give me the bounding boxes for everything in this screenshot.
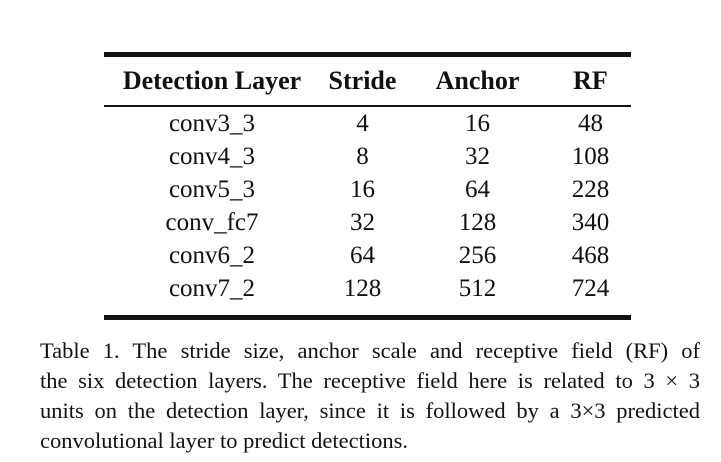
top-rule bbox=[104, 52, 631, 57]
table-row: conv3_3 4 16 48 bbox=[104, 107, 631, 140]
stride-cell: 64 bbox=[350, 242, 375, 269]
anchor-cell: 64 bbox=[465, 176, 490, 203]
stride-cell: 32 bbox=[350, 209, 375, 236]
table-row: conv4_3 8 32 108 bbox=[104, 140, 631, 173]
table-row: conv6_2 64 256 468 bbox=[104, 239, 631, 272]
header-detection-layer: Detection Layer bbox=[122, 66, 302, 95]
layer-cell: conv7_2 bbox=[168, 275, 256, 302]
anchor-cell: 128 bbox=[458, 209, 497, 236]
layer-cell: conv4_3 bbox=[168, 143, 256, 170]
stride-cell: 4 bbox=[356, 110, 369, 137]
layer-cell: conv_fc7 bbox=[165, 209, 259, 236]
anchor-cell: 16 bbox=[465, 110, 490, 137]
detection-layer-table: Detection Layer Stride Anchor RF conv3_3… bbox=[104, 57, 631, 305]
rf-cell: 724 bbox=[571, 275, 610, 302]
header-rf: RF bbox=[573, 66, 608, 95]
rf-cell: 468 bbox=[571, 242, 610, 269]
table-caption: Table 1. The stride size, anchor scale a… bbox=[40, 336, 700, 456]
caption-line: Table 1. The stride size, anchor scale a… bbox=[40, 338, 700, 363]
caption-line: the six detection layers. The receptive … bbox=[40, 368, 700, 393]
bottom-rule bbox=[104, 315, 631, 320]
table-row: conv7_2 128 512 724 bbox=[104, 272, 631, 305]
layer-cell: conv5_3 bbox=[168, 176, 256, 203]
caption-line: units on the detection layer, since it i… bbox=[40, 398, 700, 423]
anchor-cell: 256 bbox=[458, 242, 497, 269]
rf-cell: 108 bbox=[571, 143, 610, 170]
layer-cell: conv6_2 bbox=[168, 242, 256, 269]
rf-cell: 48 bbox=[578, 110, 603, 137]
header-row: Detection Layer Stride Anchor RF bbox=[104, 57, 631, 105]
rf-cell: 228 bbox=[571, 176, 610, 203]
header-stride: Stride bbox=[328, 66, 397, 95]
results-table: Detection Layer Stride Anchor RF conv3_3… bbox=[104, 52, 631, 320]
table-row: conv_fc7 32 128 340 bbox=[104, 206, 631, 239]
layer-cell: conv3_3 bbox=[168, 110, 256, 137]
header-anchor: Anchor bbox=[435, 66, 520, 95]
rf-cell: 340 bbox=[571, 209, 610, 236]
anchor-cell: 512 bbox=[458, 275, 497, 302]
table-row: conv5_3 16 64 228 bbox=[104, 173, 631, 206]
caption-line: convolutional layer to predict detection… bbox=[40, 428, 409, 453]
anchor-cell: 32 bbox=[465, 143, 490, 170]
stride-cell: 8 bbox=[356, 143, 369, 170]
header-rule bbox=[104, 105, 631, 107]
stride-cell: 128 bbox=[343, 275, 382, 302]
stride-cell: 16 bbox=[350, 176, 375, 203]
